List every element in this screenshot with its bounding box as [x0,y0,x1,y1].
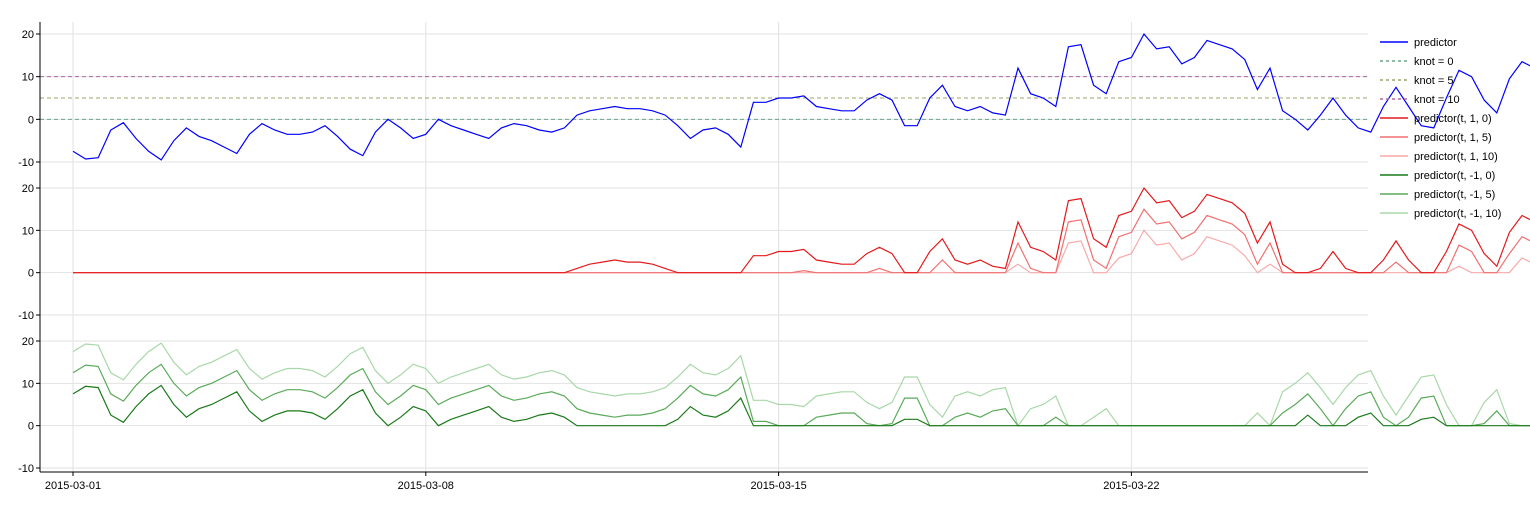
series-line [72,342,1530,427]
series-line [73,186,1530,274]
y-tick-label: -10 [18,310,34,322]
y-tick-label: 20 [22,183,34,195]
legend-label: predictor(t, 1, 10) [1414,151,1498,163]
series-line [72,384,1530,427]
y-tick-label: 10 [22,225,34,237]
y-tick-label: 0 [28,421,34,433]
y-tick-label: 10 [22,378,34,390]
series-line [72,32,1530,161]
x-tick-label: 2015-03-15 [750,480,806,492]
series-line [73,229,1530,274]
y-tick-label: 10 [22,72,34,84]
y-tick-label: -10 [18,463,34,475]
legend-label: predictor(t, 1, 5) [1414,132,1492,144]
legend-label: knot = 0 [1414,56,1453,68]
x-tick-label: 2015-03-22 [1103,480,1159,492]
y-tick-label: 20 [22,29,34,41]
series-line [73,208,1530,274]
y-tick-label: 0 [28,268,34,280]
series-line [72,363,1530,427]
legend-label: predictor(t, -1, 5) [1414,189,1495,201]
legend-label: knot = 5 [1414,75,1453,87]
legend-label: knot = 10 [1414,94,1460,106]
legend-label: predictor(t, -1, 10) [1414,208,1501,220]
y-tick-label: -10 [18,157,34,169]
legend-label: predictor(t, 1, 0) [1414,113,1492,125]
legend-label: predictor [1414,37,1457,49]
y-tick-label: 20 [22,336,34,348]
x-tick-label: 2015-03-08 [398,480,454,492]
y-tick-label: 0 [28,114,34,126]
legend-label: predictor(t, -1, 0) [1414,170,1495,182]
x-tick-label: 2015-03-01 [45,480,101,492]
